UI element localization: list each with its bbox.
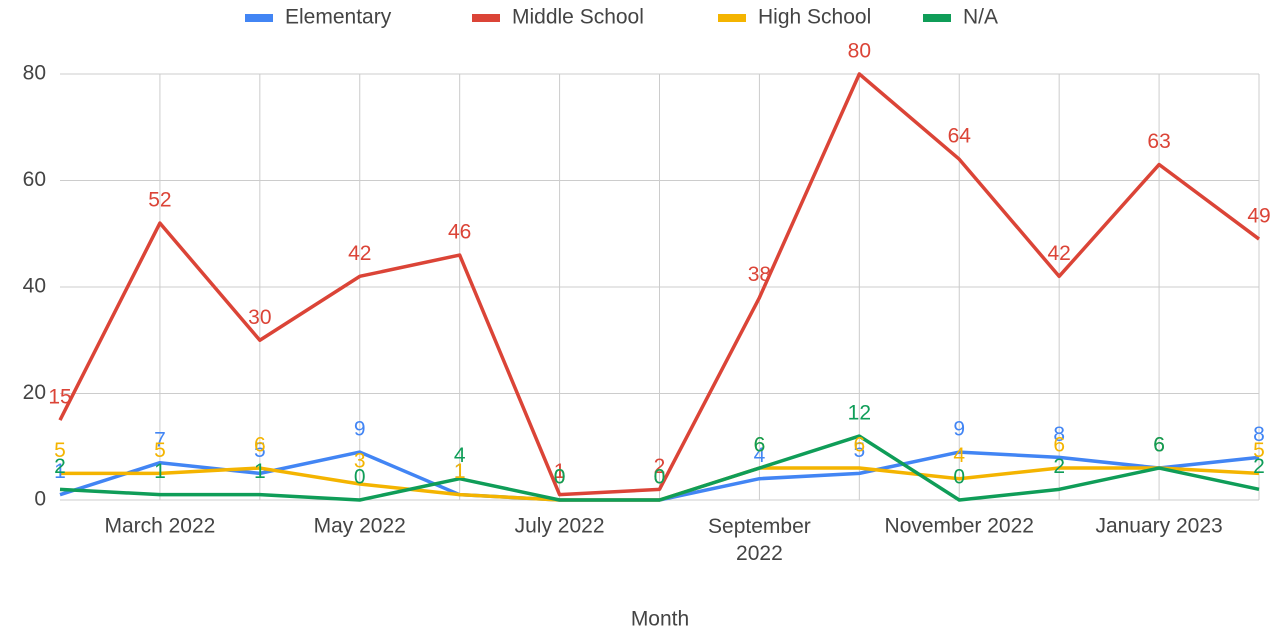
data-label: 30: [248, 306, 271, 329]
data-label: 42: [348, 242, 371, 265]
y-tick-label: 0: [34, 488, 46, 511]
data-label: 15: [48, 386, 71, 409]
data-label: 2: [1053, 455, 1065, 478]
data-label: 2: [654, 455, 666, 478]
data-label: 49: [1247, 205, 1270, 228]
data-label: 4: [754, 444, 766, 467]
x-tick-label: November 2022: [885, 515, 1034, 538]
data-label: 0: [654, 466, 666, 489]
data-label: 4: [953, 444, 965, 467]
data-label: 1: [154, 460, 166, 483]
data-label: 0: [654, 466, 666, 489]
y-tick-label: 80: [23, 62, 46, 85]
y-tick-label: 20: [23, 381, 46, 404]
data-label: 63: [1147, 130, 1170, 153]
x-tick-label: September 2022: [708, 515, 811, 565]
x-tick-label: July 2022: [515, 515, 605, 538]
data-label: 2: [54, 455, 66, 478]
data-label: 5: [1253, 439, 1265, 462]
legend-label: N/A: [963, 6, 998, 29]
data-label: 9: [953, 418, 965, 441]
data-label: 8: [1053, 423, 1065, 446]
data-label: 0: [354, 466, 366, 489]
series-line: [58, 72, 1261, 497]
legend-label: High School: [758, 6, 871, 29]
data-label: 5: [154, 439, 166, 462]
data-label: 0: [953, 466, 965, 489]
data-label: 0: [554, 466, 566, 489]
data-label: 6: [1153, 434, 1165, 457]
data-label: 0: [654, 466, 666, 489]
data-label: 5: [54, 439, 66, 462]
data-label: 4: [454, 444, 466, 467]
data-label: 52: [148, 189, 171, 212]
data-label: 0: [554, 466, 566, 489]
y-tick-label: 60: [23, 168, 46, 191]
data-label: 0: [554, 466, 566, 489]
data-label: 6: [853, 434, 865, 457]
data-label: 5: [254, 439, 266, 462]
data-label: 6: [754, 434, 766, 457]
x-tick-label: January 2023: [1095, 515, 1222, 538]
data-label: 1: [454, 460, 466, 483]
y-tick-label: 40: [23, 275, 46, 298]
data-label: 2: [1253, 455, 1265, 478]
data-label: 5: [853, 439, 865, 462]
series-line: [59, 434, 1260, 502]
data-label: 12: [848, 402, 871, 425]
data-label: 6: [1053, 434, 1065, 457]
data-label: 46: [448, 221, 471, 244]
data-label: 6: [754, 434, 766, 457]
data-label: 1: [454, 460, 466, 483]
data-label: 9: [354, 418, 366, 441]
data-label: 42: [1047, 242, 1070, 265]
data-label: 80: [848, 40, 871, 63]
data-label: 6: [1153, 434, 1165, 457]
data-label: 6: [254, 434, 266, 457]
data-label: 7: [154, 428, 166, 451]
legend-label: Elementary: [285, 6, 392, 29]
legend-label: Middle School: [512, 6, 644, 29]
x-axis-title: Month: [631, 608, 689, 631]
legend-swatch: [472, 14, 500, 22]
data-label: 64: [948, 125, 972, 148]
legend-swatch: [718, 14, 746, 22]
data-label: 3: [354, 450, 366, 473]
legend-swatch: [245, 14, 273, 22]
x-tick-label: May 2022: [314, 515, 406, 538]
data-label: 1: [54, 460, 66, 483]
x-tick-label: March 2022: [104, 515, 215, 538]
data-label: 1: [254, 460, 266, 483]
data-label: 6: [1153, 434, 1165, 457]
data-label: 1: [554, 460, 566, 483]
legend-swatch: [923, 14, 951, 22]
data-label: 8: [1253, 423, 1265, 446]
data-label: 38: [748, 263, 771, 286]
